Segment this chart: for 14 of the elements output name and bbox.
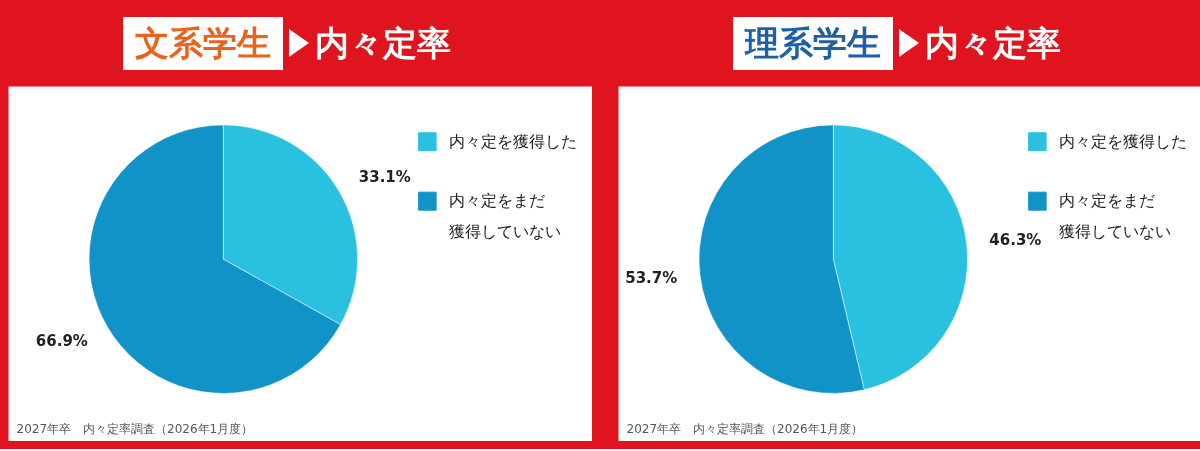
data-label: 66.9% (35, 332, 88, 350)
legend-label: 内々定をまだ獲得していない (1058, 191, 1171, 241)
text: 2027年卒 内々定率調査（2026年1月度） (626, 421, 864, 436)
legend-label: 内々定をまだ獲得していない (448, 191, 561, 241)
text: 2027年卒 内々定率調査（2026年1月度） (16, 421, 254, 436)
legend-label: 内々定を獲得した (448, 131, 577, 151)
chart-title: 理系学生 (733, 17, 893, 70)
chart-subtitle: 内々定率 (925, 22, 1061, 65)
data-label: 33.1% (358, 168, 411, 187)
chart-title: 文系学生 (123, 17, 283, 70)
legend-label: 内々定を獲得した (1058, 131, 1187, 151)
chart-subtitle: 内々定率 (315, 22, 451, 65)
data-label: 53.7% (625, 268, 678, 287)
data-label: 46.3% (989, 231, 1042, 250)
